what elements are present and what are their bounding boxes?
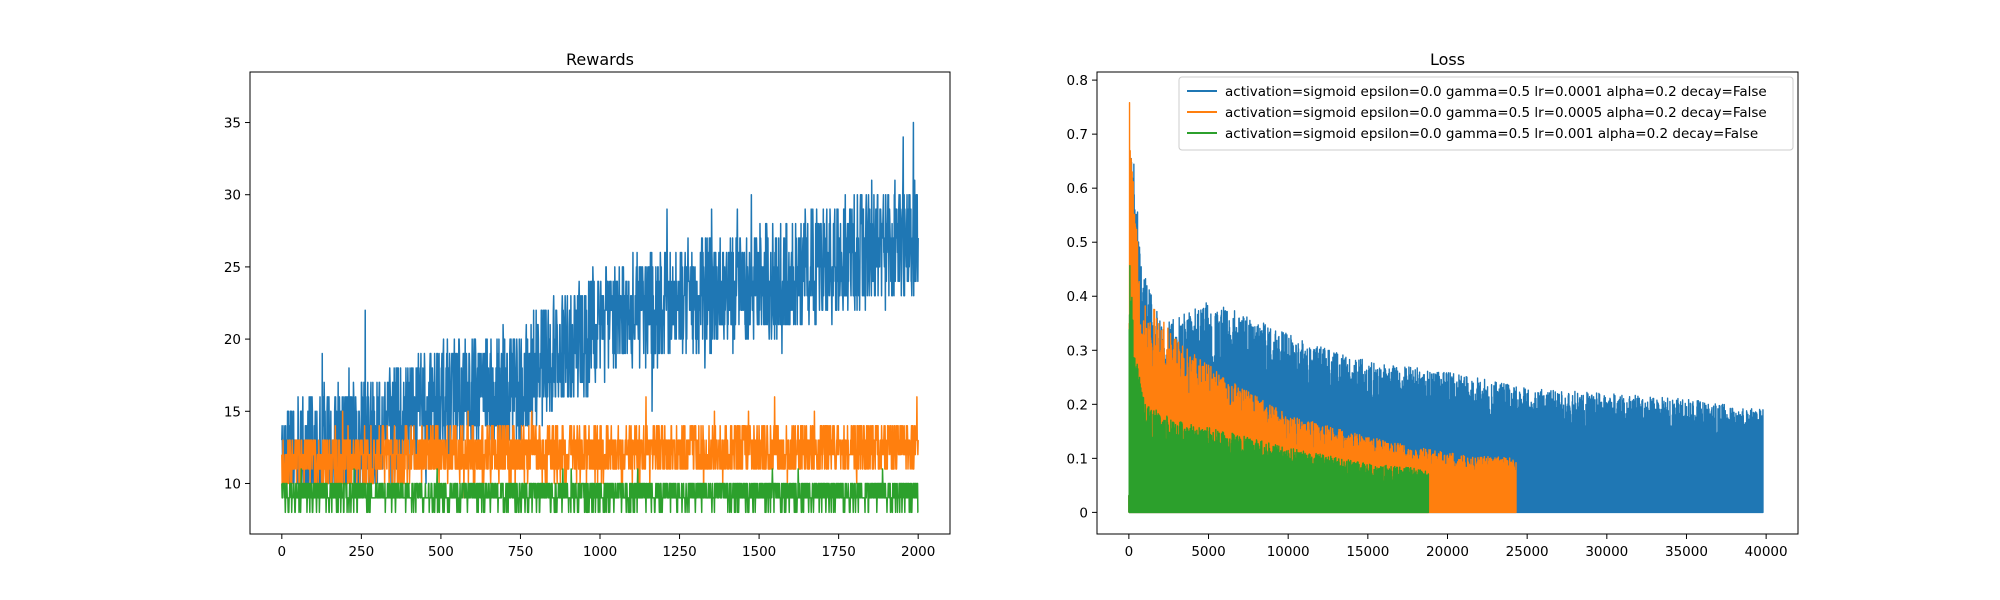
legend-frame xyxy=(1178,76,1794,151)
x-tick-label: 1750 xyxy=(821,544,855,560)
x-tick-label: 0 xyxy=(1125,544,1134,560)
y-tick-label: 25 xyxy=(224,260,241,276)
x-tick-label: 35000 xyxy=(1665,544,1708,560)
series-line-1 xyxy=(281,121,919,485)
y-tick-label: 0.1 xyxy=(1067,451,1088,467)
y-tick-label: 10 xyxy=(224,476,241,492)
x-tick-label: 5000 xyxy=(1191,544,1225,560)
x-tick-label: 40000 xyxy=(1745,544,1788,560)
y-tick-label: 0.8 xyxy=(1067,73,1088,89)
rewards-series-layer xyxy=(281,121,919,514)
x-tick-label: 2000 xyxy=(901,544,935,560)
x-tick-label: 250 xyxy=(348,544,374,560)
y-tick-label: 0.4 xyxy=(1067,289,1088,305)
loss-series-layer xyxy=(1128,101,1764,514)
x-tick-label: 10000 xyxy=(1267,544,1310,560)
series-line-2 xyxy=(281,396,919,499)
legend-label: activation=sigmoid epsilon=0.0 gamma=0.5… xyxy=(1225,105,1767,121)
x-tick-label: 1500 xyxy=(742,544,776,560)
loss-ticks: 0 5000 10000 15000 20000 25000 30000 35000 40000… xyxy=(1067,73,1788,560)
x-tick-label: 25000 xyxy=(1506,544,1549,560)
y-tick-label: 20 xyxy=(224,332,241,348)
x-tick-label: 20000 xyxy=(1426,544,1469,560)
y-tick-label: 0.3 xyxy=(1067,343,1088,359)
series-line-3 xyxy=(281,468,919,514)
y-tick-label: 0.5 xyxy=(1067,235,1088,251)
x-tick-label: 750 xyxy=(508,544,534,560)
y-tick-label: 35 xyxy=(224,116,241,132)
loss-legend: activation=sigmoid epsilon=0.0 gamma=0.5… xyxy=(1178,76,1794,151)
y-tick-label: 15 xyxy=(224,404,241,420)
x-tick-label: 1000 xyxy=(583,544,617,560)
x-tick-label: 0 xyxy=(278,544,287,560)
loss-axes-frame xyxy=(1096,71,1799,535)
y-tick-label: 0.7 xyxy=(1067,127,1088,143)
y-tick-label: 0.2 xyxy=(1067,397,1088,413)
x-tick-label: 30000 xyxy=(1585,544,1628,560)
loss-title: Loss xyxy=(1430,50,1465,69)
x-tick-label: 15000 xyxy=(1346,544,1389,560)
rewards-ticks: 0 250 500 750 1000 1250 1500 1750 2000 10 15 20 25 30… xyxy=(224,116,936,560)
rewards-panel: Rewards 0 250 500 750 1000 1250 1500 1750 2000 10… xyxy=(224,50,951,560)
rewards-axes-frame xyxy=(249,71,951,535)
legend-label: activation=sigmoid epsilon=0.0 gamma=0.5… xyxy=(1225,126,1758,142)
y-tick-label: 0 xyxy=(1079,505,1088,521)
y-tick-label: 30 xyxy=(224,188,241,204)
x-tick-label: 500 xyxy=(428,544,454,560)
x-tick-label: 1250 xyxy=(662,544,696,560)
series-line-3 xyxy=(1128,265,1430,514)
rewards-title: Rewards xyxy=(566,50,634,69)
legend-label: activation=sigmoid epsilon=0.0 gamma=0.5… xyxy=(1225,84,1767,100)
loss-panel: Loss 0 5000 10000 15000 20000 25000 30000 35000… xyxy=(1067,50,1799,560)
y-tick-label: 0.6 xyxy=(1067,181,1088,197)
